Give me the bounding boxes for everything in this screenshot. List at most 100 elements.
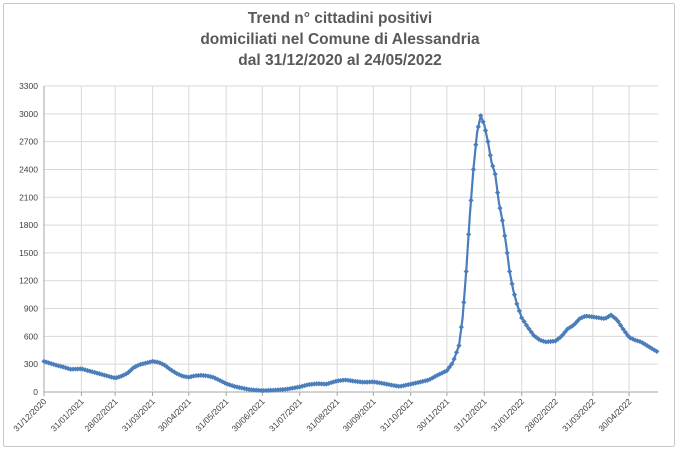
data-point bbox=[458, 324, 464, 330]
data-point bbox=[492, 171, 498, 177]
data-point bbox=[453, 349, 460, 355]
data-point bbox=[432, 374, 438, 380]
data-point bbox=[494, 190, 501, 196]
data-point bbox=[589, 314, 595, 320]
data-point bbox=[574, 318, 580, 324]
data-point bbox=[128, 367, 134, 373]
data-point bbox=[152, 359, 158, 365]
y-tick-label: 1800 bbox=[19, 220, 38, 230]
data-point bbox=[386, 381, 392, 388]
data-point bbox=[94, 370, 100, 376]
data-point bbox=[480, 119, 486, 125]
data-point bbox=[514, 301, 520, 307]
data-point bbox=[598, 315, 604, 321]
data-point bbox=[63, 365, 69, 371]
data-point bbox=[51, 361, 57, 367]
data-point bbox=[157, 360, 163, 366]
data-point bbox=[642, 341, 648, 347]
data-point bbox=[437, 371, 443, 377]
data-point bbox=[569, 323, 575, 329]
data-point bbox=[634, 338, 641, 344]
y-tick-label: 900 bbox=[24, 304, 38, 314]
data-point bbox=[451, 356, 457, 362]
data-point bbox=[540, 338, 547, 344]
y-tick-label: 2100 bbox=[19, 192, 38, 202]
data-point bbox=[509, 281, 515, 287]
data-point bbox=[188, 374, 194, 380]
data-point bbox=[499, 217, 505, 224]
data-point bbox=[456, 343, 462, 349]
y-tick-label: 0 bbox=[33, 387, 38, 397]
x-tick-label: 30/06/2021 bbox=[230, 396, 267, 433]
data-point bbox=[289, 385, 296, 391]
data-point bbox=[560, 332, 566, 338]
data-point bbox=[528, 329, 534, 335]
x-tick-label: 28/02/2021 bbox=[82, 396, 119, 433]
data-point bbox=[618, 322, 624, 328]
data-point bbox=[519, 315, 525, 321]
data-point bbox=[48, 361, 54, 367]
data-point bbox=[116, 374, 122, 380]
data-point bbox=[398, 383, 404, 389]
data-point bbox=[113, 375, 119, 381]
data-point bbox=[345, 377, 351, 383]
data-point bbox=[82, 367, 88, 373]
data-point bbox=[637, 338, 643, 345]
data-point bbox=[567, 324, 573, 331]
data-point bbox=[603, 315, 609, 321]
data-point bbox=[473, 142, 479, 148]
data-point bbox=[535, 336, 542, 342]
data-point bbox=[470, 166, 477, 173]
x-tick-label: 31/03/2022 bbox=[560, 396, 597, 433]
data-point bbox=[461, 299, 467, 305]
data-point bbox=[466, 231, 472, 237]
data-point bbox=[60, 364, 66, 370]
y-tick-label: 2400 bbox=[19, 164, 38, 174]
data-point bbox=[104, 373, 110, 379]
y-tick-label: 1200 bbox=[19, 276, 38, 286]
data-point bbox=[328, 380, 334, 386]
data-point bbox=[644, 343, 650, 349]
series-positivi bbox=[41, 113, 660, 394]
gridlines bbox=[43, 85, 658, 393]
data-point bbox=[244, 386, 250, 392]
data-point bbox=[531, 332, 537, 339]
data-point bbox=[562, 329, 568, 335]
data-point bbox=[309, 381, 315, 387]
y-tick-label: 2700 bbox=[19, 137, 38, 147]
data-point bbox=[108, 374, 115, 380]
data-point bbox=[306, 381, 312, 388]
data-point bbox=[408, 381, 414, 387]
data-point bbox=[487, 152, 493, 158]
x-tick-label: 31/12/2020 bbox=[11, 396, 48, 433]
data-point bbox=[371, 379, 378, 385]
data-point bbox=[627, 335, 633, 341]
data-point bbox=[227, 382, 233, 388]
data-point bbox=[630, 336, 636, 342]
x-tick-label: 31/03/2021 bbox=[120, 396, 157, 433]
y-tick-label: 3000 bbox=[19, 109, 38, 119]
data-point bbox=[523, 322, 530, 328]
data-point bbox=[610, 314, 616, 320]
data-point bbox=[207, 374, 214, 380]
data-point bbox=[632, 337, 638, 343]
chart-title-line-1: Trend n° cittadini positivi bbox=[247, 10, 433, 27]
data-point bbox=[357, 379, 363, 385]
y-tick-label: 1500 bbox=[19, 248, 38, 258]
chart-title-line-3: dal 31/12/2020 al 24/05/2022 bbox=[238, 52, 442, 69]
data-point bbox=[46, 360, 52, 366]
data-point bbox=[497, 205, 503, 211]
chart-title-line-2: domiciliati nel Comune di Alessandria bbox=[200, 31, 480, 48]
data-point bbox=[405, 382, 411, 388]
data-point bbox=[239, 385, 245, 391]
data-point bbox=[586, 313, 592, 320]
data-point bbox=[555, 336, 561, 342]
data-point bbox=[154, 359, 160, 365]
chart-frame bbox=[3, 3, 675, 447]
data-point bbox=[171, 369, 177, 375]
data-point bbox=[137, 361, 144, 367]
data-point bbox=[564, 326, 571, 332]
x-tick-label: 31/07/2021 bbox=[267, 396, 304, 433]
y-tick-label: 600 bbox=[24, 331, 38, 341]
